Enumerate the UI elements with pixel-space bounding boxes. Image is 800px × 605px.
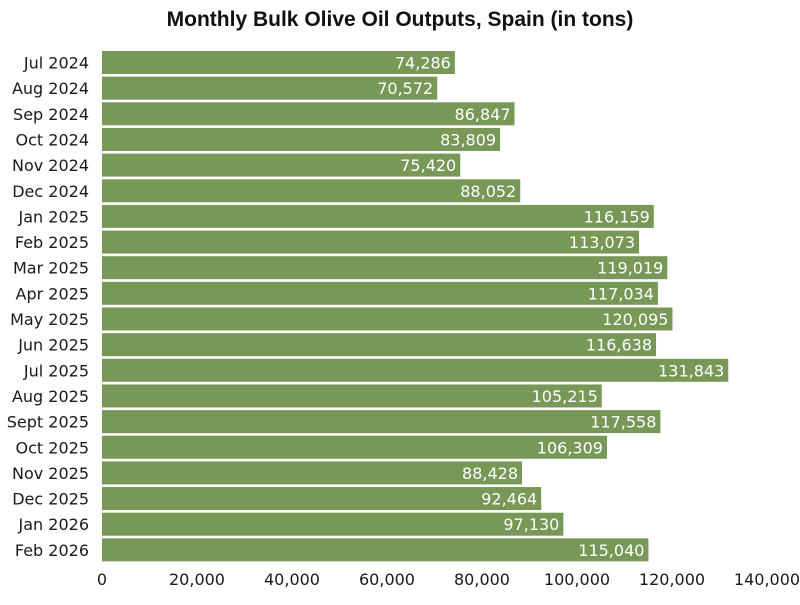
data-label: 88,428	[462, 464, 518, 483]
category-label: Nov 2025	[12, 464, 89, 483]
x-tick-label: 20,000	[169, 570, 225, 589]
data-label: 83,809	[440, 130, 496, 149]
x-tick-label: 140,000	[734, 570, 800, 589]
category-label: Jan 2025	[18, 207, 89, 226]
x-tick-label: 100,000	[544, 570, 610, 589]
category-label: Jul 2025	[23, 361, 89, 380]
data-label: 75,420	[400, 156, 456, 175]
bar	[102, 204, 654, 228]
bar	[102, 487, 542, 511]
data-label: 115,040	[578, 541, 644, 560]
data-label: 88,052	[460, 182, 516, 201]
bar	[102, 281, 658, 305]
category-label: Apr 2025	[16, 284, 89, 303]
bar	[102, 230, 640, 254]
bar	[102, 102, 515, 126]
category-label: Sept 2025	[7, 413, 89, 432]
bar	[102, 153, 461, 177]
data-label: 120,095	[602, 310, 668, 329]
x-tick-label: 0	[97, 570, 107, 589]
data-label: 119,019	[597, 259, 663, 278]
x-tick-label: 60,000	[359, 570, 415, 589]
category-label: Dec 2024	[12, 182, 89, 201]
category-label: Nov 2024	[12, 156, 89, 175]
category-label: Feb 2025	[15, 233, 89, 252]
category-label: Jul 2024	[23, 54, 89, 73]
bar	[102, 127, 501, 151]
bar	[102, 256, 668, 280]
bar	[102, 358, 729, 382]
data-label: 74,286	[395, 54, 451, 73]
data-label: 86,847	[455, 105, 511, 124]
category-label: May 2025	[10, 310, 89, 329]
category-label: Dec 2025	[12, 490, 89, 509]
category-label: Jun 2025	[17, 336, 89, 355]
category-label: Sep 2024	[13, 105, 89, 124]
x-tick-label: 40,000	[264, 570, 320, 589]
data-label: 113,073	[569, 233, 635, 252]
category-label: Aug 2025	[12, 387, 89, 406]
category-label: Aug 2024	[12, 79, 89, 98]
category-label: Jan 2026	[18, 515, 89, 534]
data-label: 97,130	[503, 515, 559, 534]
data-label: 116,638	[586, 336, 652, 355]
x-tick-label: 80,000	[454, 570, 510, 589]
data-label: 106,309	[537, 438, 603, 457]
data-label: 92,464	[481, 490, 537, 509]
data-label: 70,572	[377, 79, 433, 98]
bar	[102, 179, 521, 203]
category-label: Feb 2026	[15, 541, 89, 560]
bar	[102, 76, 438, 100]
bar	[102, 538, 649, 562]
bar	[102, 410, 661, 434]
data-label: 117,558	[590, 413, 656, 432]
x-tick-label: 120,000	[639, 570, 705, 589]
data-label: 116,159	[584, 207, 650, 226]
bar	[102, 435, 607, 459]
category-label: Oct 2024	[16, 130, 89, 149]
category-label: Oct 2025	[16, 438, 89, 457]
bar	[102, 333, 657, 357]
category-label: Mar 2025	[13, 259, 89, 278]
bar	[102, 461, 523, 485]
data-label: 131,843	[658, 361, 724, 380]
bar	[102, 512, 564, 536]
data-label: 105,215	[532, 387, 598, 406]
data-label: 117,034	[588, 284, 654, 303]
bar	[102, 51, 455, 74]
bar	[102, 307, 673, 331]
bar	[102, 384, 602, 408]
chart-title: Monthly Bulk Olive Oil Outputs, Spain (i…	[166, 8, 634, 31]
